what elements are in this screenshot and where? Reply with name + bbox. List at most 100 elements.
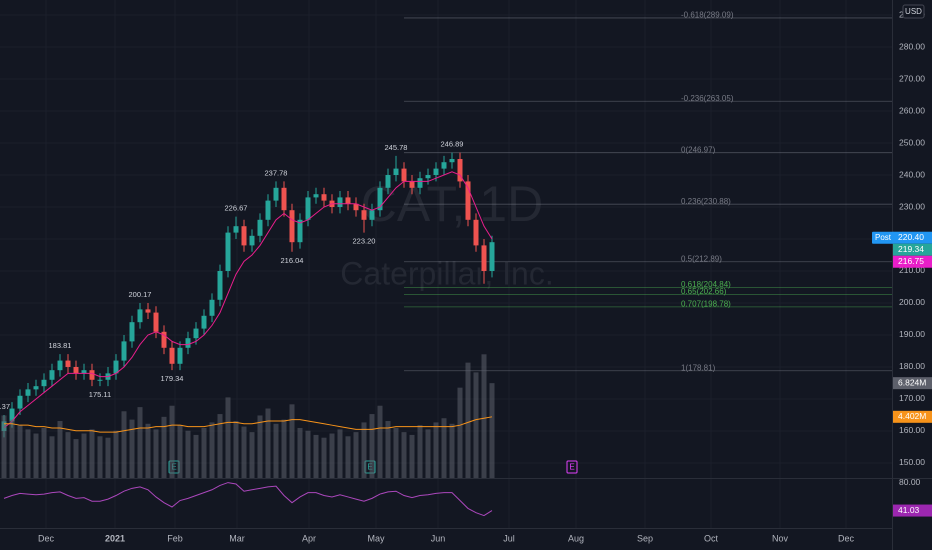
candle-body — [9, 408, 15, 422]
candle-body — [489, 242, 495, 271]
volume-bar — [353, 432, 359, 478]
volume-bar — [465, 362, 471, 478]
volume-bar — [361, 422, 367, 478]
x-tick-label: Nov — [772, 533, 789, 543]
candle-body — [201, 315, 207, 329]
volume-bar — [145, 423, 151, 478]
moving-average — [3, 171, 493, 429]
candle-body — [137, 309, 143, 323]
candle-body — [185, 338, 191, 348]
x-tick-label: Aug — [568, 533, 584, 543]
volume-bar — [89, 429, 95, 478]
candle-body — [153, 312, 159, 332]
candle-body — [385, 175, 391, 188]
candle-body — [457, 159, 463, 182]
volume-bar — [305, 430, 311, 478]
volume-bar — [281, 419, 287, 478]
candle-body — [249, 235, 255, 246]
candle-body — [441, 162, 447, 169]
volume-bar — [409, 434, 415, 478]
currency-box[interactable] — [902, 4, 925, 19]
badge-label: 6.824M — [898, 377, 926, 387]
y-tick-label: 200.00 — [899, 297, 925, 307]
axis: Dec 2021 Feb Mar Apr May Jun Jul Aug Sep Oct Nov Dec… — [38, 9, 932, 543]
volume-bar — [129, 419, 135, 478]
x-tick-label: Sep — [637, 533, 653, 543]
price-annotation: 245.78 — [385, 143, 408, 152]
y-tick-label: 150.00 — [899, 457, 925, 467]
currency[interactable]: USD — [905, 7, 922, 16]
candle-body — [289, 210, 295, 243]
volume-bar — [49, 436, 55, 478]
candle-body — [89, 370, 95, 380]
candle-body — [417, 178, 423, 188]
candle-body — [353, 203, 359, 211]
volume-bar — [161, 416, 167, 478]
candle-body — [129, 322, 135, 342]
y-tick-label: 240.00 — [899, 169, 925, 179]
badge-bg — [893, 410, 932, 423]
volume-bar — [321, 437, 327, 478]
volume-bar — [377, 405, 383, 478]
candle-body — [57, 360, 63, 371]
candle-body — [161, 331, 167, 348]
volume-bar — [265, 408, 271, 478]
volume-bar — [201, 427, 207, 478]
fib-label: -0.618(289.09) — [681, 11, 734, 20]
y-tick-label: 180.00 — [899, 361, 925, 371]
volume-bar — [241, 426, 247, 478]
fib-label: 0.65(202.66) — [681, 287, 727, 296]
fib-label: 0(246.97) — [681, 145, 716, 154]
candle-body — [49, 370, 55, 380]
watermark-name: Caterpillar, Inc. — [340, 255, 553, 291]
y-tick-label: 80.00 — [899, 477, 921, 487]
volume-bar — [481, 354, 487, 478]
volume-bar — [105, 437, 111, 478]
candle-body — [313, 194, 319, 198]
volume-bar — [385, 421, 391, 478]
volume-bar — [137, 407, 143, 478]
candle-body — [377, 187, 383, 211]
volume-bar — [441, 418, 447, 478]
candle-body — [225, 232, 231, 271]
x-tick-label: Mar — [229, 533, 245, 543]
fib-label: 0.5(212.89) — [681, 254, 722, 263]
volume-bar — [297, 427, 303, 478]
price-annotation: 5.37 — [0, 402, 10, 411]
candle-body — [65, 360, 71, 367]
y-tick-label: 230.00 — [899, 201, 925, 211]
earnings-marker — [566, 460, 578, 474]
y-tick-label: 250.00 — [899, 137, 925, 147]
x-tick-label: Apr — [302, 533, 316, 543]
volume-bar — [9, 419, 15, 478]
candle-body — [473, 219, 479, 246]
volume-bar — [313, 434, 319, 478]
candle-body — [265, 200, 271, 220]
candle-body — [361, 210, 367, 220]
badge-tag: Post — [875, 233, 892, 242]
x-tick-label: May — [367, 533, 385, 543]
price-annotation: 223.20 — [353, 237, 376, 246]
candle-body — [369, 210, 375, 220]
candle-body — [337, 197, 343, 208]
volume-bar — [97, 436, 103, 478]
price-annotation: 216.04 — [281, 256, 304, 265]
volume-bar — [233, 421, 239, 478]
price-annotation: 175.11 — [89, 390, 111, 399]
volume-bar — [225, 397, 231, 478]
volume-bar — [337, 429, 343, 478]
candle-body — [41, 379, 47, 387]
volume-bar — [121, 411, 127, 478]
y-tick-label: 170.00 — [899, 393, 925, 403]
volume-bar — [153, 429, 159, 478]
badge-label: 4.402M — [898, 411, 926, 421]
fib-label: -0.236(263.05) — [681, 94, 734, 103]
price-annotation: 179.34 — [161, 374, 184, 383]
x-tick-label: Dec — [38, 533, 55, 543]
badge-bg — [893, 504, 932, 517]
volume-bar — [449, 423, 455, 478]
candle-body — [465, 181, 471, 220]
candle-body — [273, 187, 279, 201]
volume-bar — [57, 421, 63, 478]
